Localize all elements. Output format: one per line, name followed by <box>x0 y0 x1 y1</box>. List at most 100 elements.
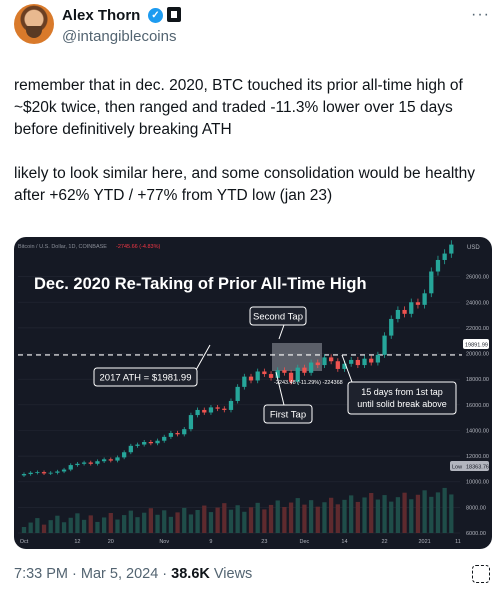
candle-body <box>28 472 33 475</box>
candle-body <box>162 436 167 441</box>
volume-bar <box>295 498 300 533</box>
candle-body <box>382 335 387 355</box>
volume-bars <box>21 487 454 533</box>
volume-bar <box>242 511 247 533</box>
candle-body <box>21 474 27 476</box>
volume-bar <box>395 497 401 533</box>
currency-label: USD <box>467 245 480 251</box>
candle-body <box>288 372 294 382</box>
avatar[interactable] <box>14 4 54 44</box>
y-axis: 26000.00 24000.00 22000.00 20000.00 18000.00… <box>466 275 489 537</box>
candle-body <box>442 253 447 260</box>
candle-body <box>35 472 40 473</box>
candle-body <box>195 409 200 416</box>
candle-body <box>302 367 307 373</box>
candle-body <box>355 359 360 366</box>
x-tick-label: Nov <box>159 539 169 545</box>
candle-body <box>122 452 127 458</box>
low-badge-bg <box>450 461 489 471</box>
volume-bar <box>148 508 153 533</box>
volume-bar <box>48 520 53 533</box>
x-tick-label: 2021 <box>418 539 430 545</box>
x-tick-label: 23 <box>261 539 267 545</box>
second-tap-label: Second Tap <box>253 312 303 323</box>
candle-body <box>128 445 133 453</box>
volume-bar <box>68 517 73 533</box>
candle-body <box>422 293 427 305</box>
volume-bar <box>262 509 267 533</box>
candle-body <box>208 407 214 413</box>
second-tap-box <box>249 306 307 326</box>
candle-body <box>429 271 434 294</box>
affiliation-badge-icon[interactable] <box>167 7 181 22</box>
more-options-icon[interactable]: ··· <box>471 6 490 23</box>
y-tick-label: 6000.00 <box>466 531 486 537</box>
volume-bar <box>215 507 220 533</box>
x-tick-label: Oct <box>20 539 29 545</box>
volume-bar <box>128 510 133 533</box>
volume-bar <box>435 492 441 533</box>
candle-body <box>175 433 180 435</box>
candle-body <box>449 244 454 254</box>
candle-body <box>61 469 67 472</box>
candle-body <box>182 429 187 435</box>
y-tick-label: 16000.00 <box>466 403 489 409</box>
candle-body <box>262 371 267 375</box>
candle-body <box>228 400 234 410</box>
volume-bar <box>369 493 374 533</box>
ath-box <box>93 367 198 387</box>
volume-bar <box>282 507 287 533</box>
volume-bar <box>322 502 327 533</box>
candle-body <box>369 358 374 363</box>
candle-body <box>389 318 394 336</box>
candles <box>21 240 454 478</box>
candle-body <box>329 357 334 362</box>
avatar-beard-shape <box>26 26 42 38</box>
y-tick-label: 22000.00 <box>466 326 489 332</box>
candle-body <box>48 472 53 474</box>
tweet-header: Alex Thorn ✓ @intangiblecoins ··· <box>0 0 500 60</box>
volume-bar <box>335 504 340 533</box>
volume-bar <box>402 492 407 533</box>
x-tick-label: 12 <box>74 539 80 545</box>
tweet-footer: 7:33 PM · Mar 5, 2024 · 38.6K Views <box>14 566 252 582</box>
volume-bar <box>235 505 240 533</box>
tweet-paragraph-2: likely to look similar here, and some co… <box>14 165 475 204</box>
volume-bar <box>35 518 40 533</box>
volume-bar <box>135 517 140 533</box>
candle-body <box>315 362 320 366</box>
volume-bar <box>162 510 167 533</box>
candle-body <box>248 376 254 381</box>
low-badge-value: 18363.76 <box>466 465 489 471</box>
share-icon[interactable] <box>472 565 490 583</box>
volume-bar <box>41 524 47 533</box>
x-tick-label: Dec <box>300 539 310 545</box>
volume-bar <box>389 501 394 533</box>
chart-image[interactable]: Bitcoin / U.S. Dollar, 1D, COINBASE -274… <box>14 237 492 549</box>
volume-bar <box>28 522 33 533</box>
y-tick-label: 8000.00 <box>466 505 486 511</box>
timestamp[interactable]: 7:33 PM · Mar 5, 2024 · <box>14 566 172 582</box>
candle-body <box>222 408 227 410</box>
volume-bar <box>288 502 294 533</box>
candle-body <box>202 409 207 413</box>
author-handle[interactable]: @intangiblecoins <box>62 28 177 45</box>
chart-title: Dec. 2020 Re-Taking of Prior All-Time Hi… <box>34 275 367 293</box>
volume-bar <box>228 509 234 533</box>
volume-bar <box>168 516 174 533</box>
candle-body <box>108 459 113 461</box>
volume-bar <box>175 512 180 533</box>
candle-body <box>81 462 87 464</box>
days-box <box>347 381 457 415</box>
volume-bar <box>21 527 27 533</box>
candle-body <box>148 441 153 444</box>
views-label: Views <box>209 566 253 582</box>
x-tick-label: 14 <box>341 539 347 545</box>
candle-body <box>242 376 247 387</box>
author-name[interactable]: Alex Thorn <box>62 7 141 24</box>
volume-bar <box>101 517 107 533</box>
volume-bar <box>409 499 414 533</box>
volume-bar <box>442 487 447 533</box>
candle-body <box>335 361 340 369</box>
volume-bar <box>349 495 354 533</box>
